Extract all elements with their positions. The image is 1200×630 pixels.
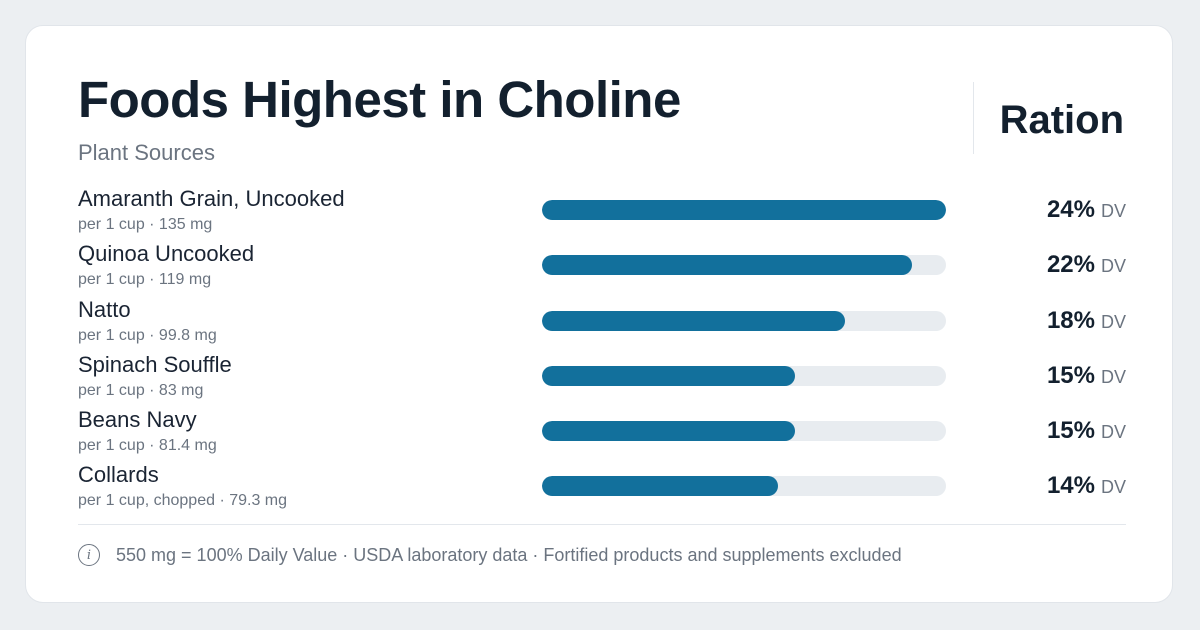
percent-dv-label: 14% DV — [1047, 472, 1126, 500]
percent-dv-label: 15% DV — [1047, 417, 1126, 445]
bar-fill — [542, 421, 795, 442]
percent-unit: DV — [1100, 201, 1126, 221]
food-name: Spinach Souffle — [78, 351, 232, 377]
chart-row: Beans Navy per 1 cup · 81.4 mg 15% DV — [78, 407, 1126, 462]
food-serving-detail: per 1 cup · 99.8 mg — [78, 326, 217, 344]
bar-fill — [542, 255, 913, 276]
food-serving-detail: per 1 cup · 135 mg — [78, 216, 213, 233]
footer-text: 550 mg = 100% Daily Value · USDA laborat… — [116, 544, 902, 565]
food-serving-detail: per 1 cup · 83 mg — [78, 381, 204, 399]
bar-track — [542, 476, 946, 497]
food-name: Collards — [78, 462, 159, 488]
chart-row: Collards per 1 cup, chopped · 79.3 mg 14% D… — [78, 462, 1126, 517]
percent-value: 24% — [1046, 196, 1095, 223]
percent-dv-label: 18% DV — [1047, 307, 1126, 335]
bar-fill — [542, 365, 795, 386]
info-icon: i — [78, 544, 100, 566]
bar-track — [542, 421, 946, 442]
percent-value: 22% — [1046, 251, 1095, 279]
bar-fill — [542, 310, 845, 331]
percent-unit: DV — [1100, 477, 1126, 498]
bar-chart: Amaranth Grain, Uncooked per 1 cup · 135 … — [78, 186, 1126, 518]
bar-track — [542, 365, 946, 386]
food-name: Natto — [78, 296, 131, 322]
chart-row: Amaranth Grain, Uncooked per 1 cup · 135 … — [78, 186, 1126, 241]
food-serving-detail: per 1 cup, chopped · 79.3 mg — [78, 492, 288, 510]
food-serving-detail: per 1 cup · 81.4 mg — [78, 437, 217, 455]
percent-dv-label: 24% DV — [1047, 196, 1126, 224]
bar-track — [542, 200, 946, 220]
bar-fill — [542, 200, 946, 220]
bar-fill — [542, 476, 778, 497]
percent-value: 15% — [1046, 361, 1095, 389]
chart-row: Quinoa Uncooked per 1 cup · 119 mg 22% DV — [78, 241, 1126, 296]
percent-dv-label: 22% DV — [1047, 251, 1126, 279]
bar-track — [542, 310, 946, 331]
food-name: Quinoa Uncooked — [78, 241, 255, 267]
food-name: Amaranth Grain, Uncooked — [78, 186, 345, 211]
footer-note: i 550 mg = 100% Daily Value · USDA labor… — [78, 544, 902, 566]
percent-unit: DV — [1100, 366, 1126, 387]
percent-unit: DV — [1100, 422, 1126, 443]
percent-value: 15% — [1046, 417, 1095, 445]
chart-row: Spinach Souffle per 1 cup · 83 mg 15% DV — [78, 352, 1126, 407]
chart-row: Natto per 1 cup · 99.8 mg 18% DV — [78, 297, 1126, 352]
chart-card: Foods Highest in Choline Plant Sources R… — [25, 25, 1173, 603]
page-title: Foods Highest in Choline — [78, 71, 681, 128]
food-name: Beans Navy — [78, 407, 197, 433]
percent-dv-label: 15% DV — [1047, 362, 1126, 390]
percent-value: 18% — [1046, 306, 1095, 334]
footer-divider — [78, 524, 1126, 525]
percent-value: 14% — [1046, 472, 1095, 500]
food-serving-detail: per 1 cup · 119 mg — [78, 271, 212, 289]
percent-unit: DV — [1100, 256, 1126, 277]
bar-track — [542, 255, 946, 276]
page-subtitle: Plant Sources — [78, 140, 215, 165]
header-divider — [973, 82, 974, 154]
percent-unit: DV — [1100, 311, 1126, 332]
brand-logo: Ration — [999, 98, 1124, 142]
